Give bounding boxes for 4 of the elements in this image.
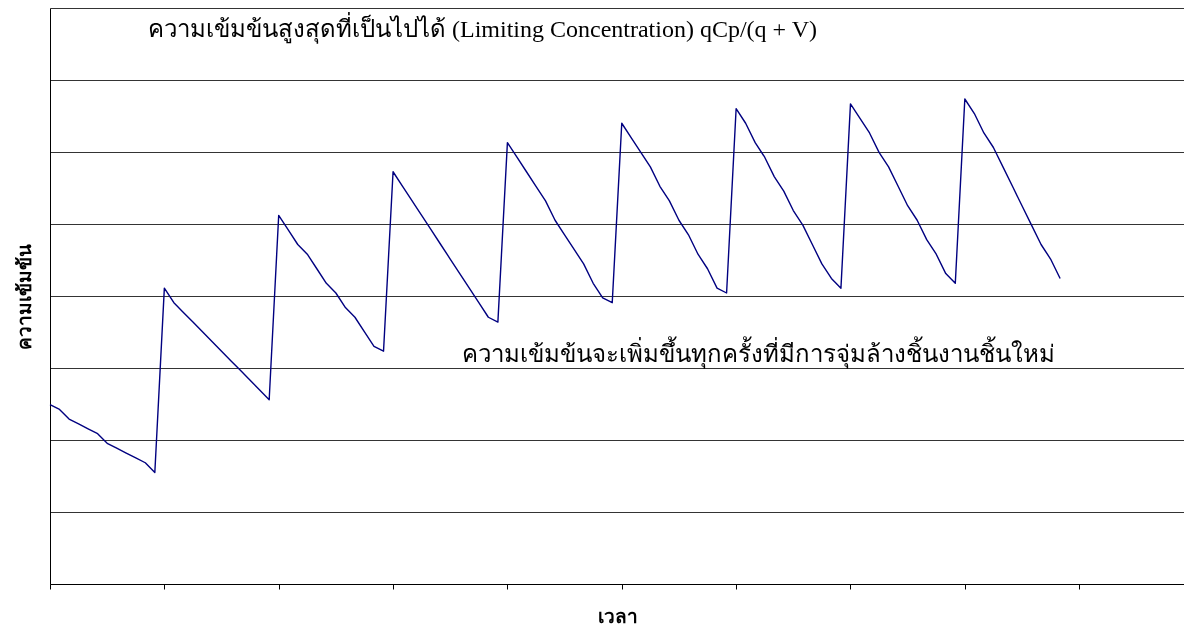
x-axis-title: เวลา bbox=[597, 605, 638, 625]
y-axis-title: ความเข้มข้น bbox=[12, 243, 35, 350]
text: ความเข้มข้นสูงสุดที่เป็นไปได้ (Limiting Concentration) qCp/(q + V) bbox=[148, 12, 818, 44]
annotation: ความเข้มข้นจะเพิ่มขึ้นทุกครั้งที่มีการจุ่มล้างชิ้นงานชิ้นใหม่ bbox=[462, 336, 1055, 369]
